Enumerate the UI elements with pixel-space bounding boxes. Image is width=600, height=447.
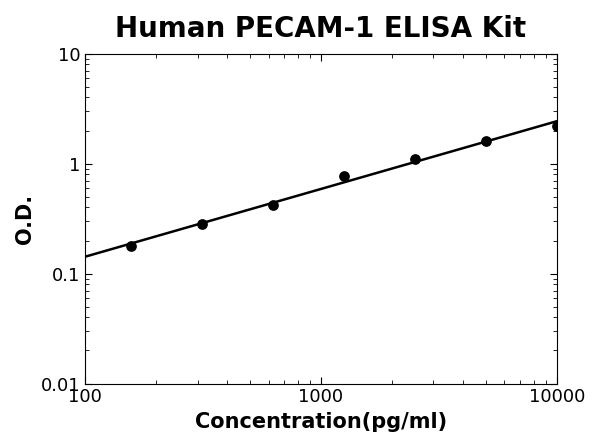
Point: [339, 172, 349, 179]
Point: [197, 221, 206, 228]
Title: Human PECAM-1 ELISA Kit: Human PECAM-1 ELISA Kit: [115, 15, 526, 43]
Point: [268, 202, 278, 209]
Point: [126, 242, 136, 249]
Point: [552, 122, 562, 130]
Point: [410, 156, 419, 163]
Point: [481, 138, 491, 145]
X-axis label: Concentration(pg/ml): Concentration(pg/ml): [195, 412, 447, 432]
Y-axis label: O.D.: O.D.: [15, 194, 35, 244]
